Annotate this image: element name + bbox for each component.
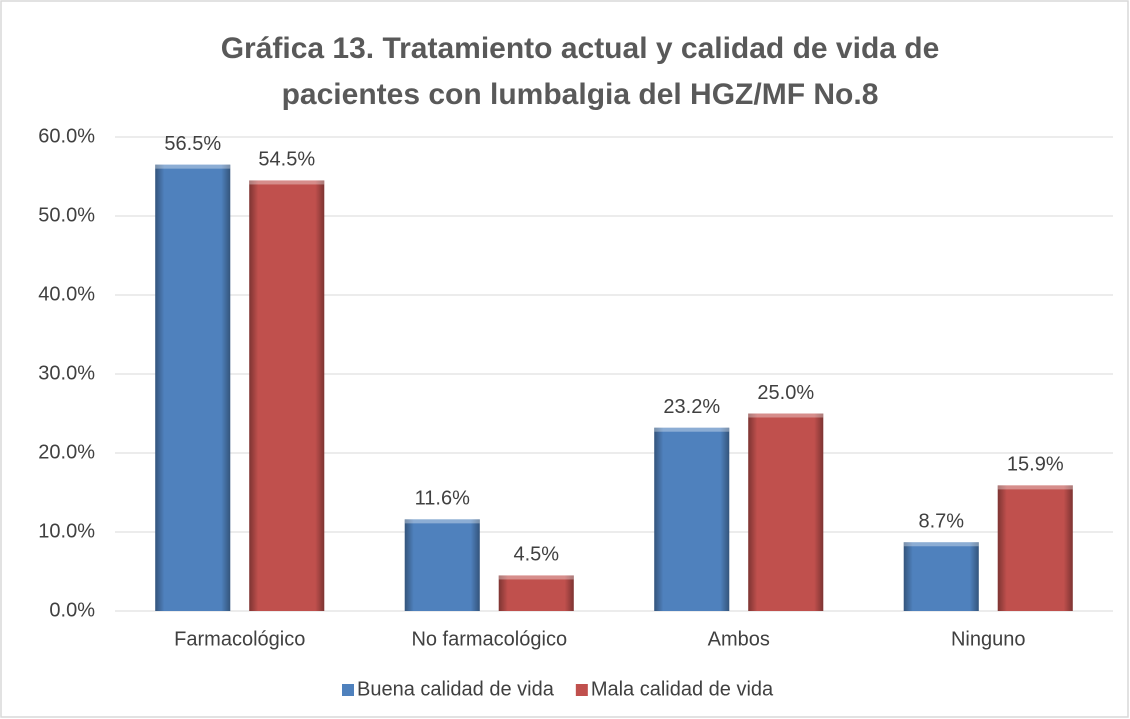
x-tick-label: Ninguno xyxy=(951,628,1026,650)
bar xyxy=(498,575,574,611)
bar-bevel xyxy=(903,542,979,547)
bar-bevel xyxy=(404,519,480,524)
bar-bevel xyxy=(249,180,325,185)
y-tick-label: 60.0% xyxy=(38,125,95,147)
bar-bevel xyxy=(748,413,824,418)
bar xyxy=(748,413,824,611)
data-label: 56.5% xyxy=(164,133,221,155)
bar xyxy=(404,519,480,611)
y-tick-label: 50.0% xyxy=(38,204,95,226)
bar xyxy=(903,542,979,611)
y-tick-label: 40.0% xyxy=(38,283,95,305)
y-tick-label: 20.0% xyxy=(38,441,95,463)
bar xyxy=(249,180,325,611)
legend-label: Buena calidad de vida xyxy=(357,678,555,700)
data-label: 23.2% xyxy=(663,396,720,418)
bar-bevel xyxy=(654,427,730,432)
legend-swatch xyxy=(575,684,588,696)
bar xyxy=(997,485,1073,611)
y-tick-label: 0.0% xyxy=(49,599,95,621)
bar xyxy=(654,427,730,611)
y-tick-label: 30.0% xyxy=(38,362,95,384)
data-label: 4.5% xyxy=(513,544,559,566)
data-label: 11.6% xyxy=(415,488,470,510)
bar-bevel xyxy=(498,575,574,580)
chart-title: Gráfica 13. Tratamiento actual y calidad… xyxy=(220,32,940,111)
data-label: 8.7% xyxy=(918,511,964,533)
bar-bevel xyxy=(997,485,1073,490)
bar xyxy=(155,164,231,611)
bar-bevel xyxy=(155,164,231,169)
data-label: 25.0% xyxy=(757,382,814,404)
y-tick-label: 10.0% xyxy=(38,520,95,542)
legend-label: Mala calidad de vida xyxy=(591,678,774,700)
data-label: 54.5% xyxy=(258,149,315,171)
x-tick-label: Ambos xyxy=(708,628,770,650)
data-label: 15.9% xyxy=(1007,454,1064,476)
legend-swatch xyxy=(342,684,354,696)
x-tick-label: Farmacológico xyxy=(174,628,305,650)
x-tick-label: No farmacológico xyxy=(411,628,567,650)
